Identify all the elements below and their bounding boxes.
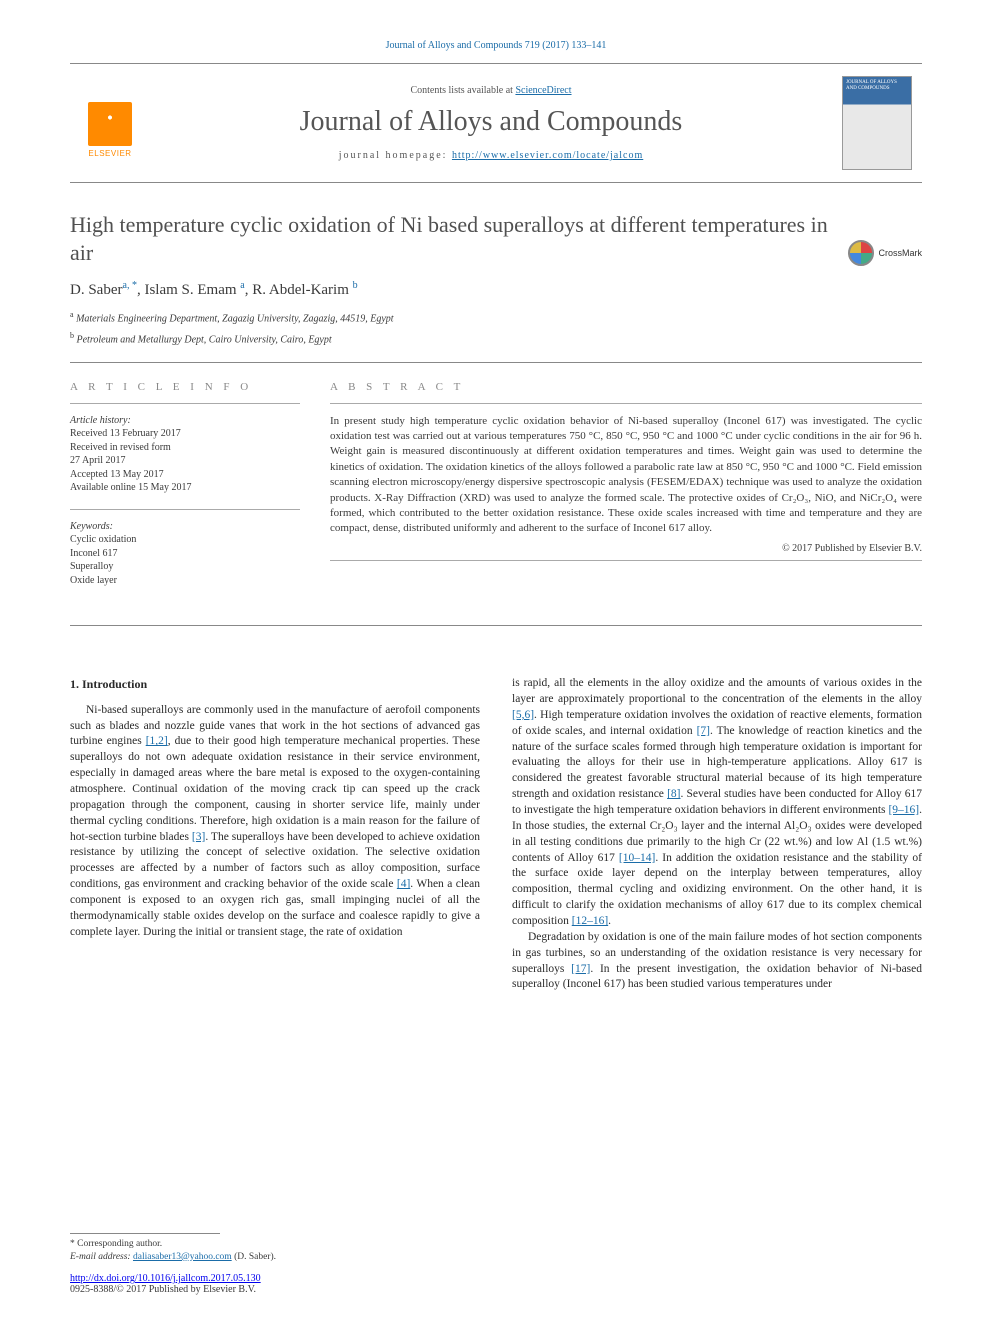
crossmark-badge[interactable]: CrossMark [848,240,922,266]
contents-list-line: Contents lists available at ScienceDirec… [140,85,842,96]
crossmark-icon [848,240,874,266]
t5: is rapid, all the elements in the alloy … [512,677,922,705]
ref-17[interactable]: [17] [571,963,590,975]
history-2: Received in revised form [70,441,300,455]
author-1-sup: a, * [123,280,137,291]
body-col-left: 1. Introduction Ni-based superalloys are… [70,676,480,993]
abstract-heading: A B S T R A C T [330,381,922,393]
masthead-center: Contents lists available at ScienceDirec… [140,85,842,161]
issn-line: 0925-8388/© 2017 Published by Elsevier B… [70,1284,922,1295]
doi-line: http://dx.doi.org/10.1016/j.jallcom.2017… [70,1273,922,1284]
rule-bottom [70,625,922,626]
email-suffix: (D. Saber). [232,1252,276,1262]
info-hr-2 [70,509,300,510]
t2: , due to their good high temperature mec… [70,735,480,842]
homepage-link[interactable]: http://www.elsevier.com/locate/jalcom [452,150,643,161]
crossmark-label: CrossMark [878,248,922,258]
intro-para-1: Ni-based superalloys are commonly used i… [70,703,480,941]
ref-3[interactable]: [3] [192,831,205,843]
history-label: Article history: [70,414,300,428]
header-citation: Journal of Alloys and Compounds 719 (201… [70,40,922,51]
abstract-hr [330,403,922,404]
footer-rule [70,1233,220,1234]
history-3: 27 April 2017 [70,454,300,468]
keyword-3: Superalloy [70,560,300,574]
authors-line: D. Sabera, *, Islam S. Emam a, R. Abdel-… [70,280,922,299]
footer: * Corresponding author. E-mail address: … [70,1233,922,1295]
intro-para-2: Degradation by oxidation is one of the m… [512,930,922,993]
article-title: High temperature cyclic oxidation of Ni … [70,211,922,266]
email-label: E-mail address: [70,1252,133,1262]
author-3-sup: b [353,280,358,291]
keyword-2: Inconel 617 [70,547,300,561]
abstract-text: In present study high temperature cyclic… [330,414,922,537]
keyword-1: Cyclic oxidation [70,533,300,547]
email-link[interactable]: daliasaber13@yahoo.com [133,1252,232,1262]
article-info-heading: A R T I C L E I N F O [70,381,300,393]
abstract-column: A B S T R A C T In present study high te… [330,381,922,602]
section-1-heading: 1. Introduction [70,676,480,693]
doi-link[interactable]: http://dx.doi.org/10.1016/j.jallcom.2017… [70,1273,261,1284]
affiliation-a: a Materials Engineering Department, Zaga… [70,309,922,326]
ref-12-16[interactable]: [12–16] [572,915,608,927]
intro-para-1-cont: is rapid, all the elements in the alloy … [512,676,922,930]
ref-10-14[interactable]: [10–14] [619,852,655,864]
body-col-right: is rapid, all the elements in the alloy … [512,676,922,993]
journal-name: Journal of Alloys and Compounds [140,106,842,138]
abstract-bottom-rule [330,560,922,561]
corr-label: * Corresponding author. [70,1238,922,1250]
history-1: Received 13 February 2017 [70,427,300,441]
ref-5-6[interactable]: [5,6] [512,709,534,721]
keyword-4: Oxide layer [70,574,300,588]
sciencedirect-link[interactable]: ScienceDirect [515,85,571,96]
keywords-block: Keywords: Cyclic oxidation Inconel 617 S… [70,520,300,588]
body-columns: 1. Introduction Ni-based superalloys are… [70,676,922,993]
abstract-copyright: © 2017 Published by Elsevier B.V. [330,543,922,554]
affiliation-b: b Petroleum and Metallurgy Dept, Cairo U… [70,330,922,347]
ref-1-2[interactable]: [1,2] [146,735,168,747]
elsevier-tree-icon [88,102,132,146]
author-3: , R. Abdel-Karim [245,282,353,298]
article-history: Article history: Received 13 February 20… [70,414,300,495]
elsevier-text: ELSEVIER [88,149,131,158]
affil-a-text: Materials Engineering Department, Zagazi… [76,313,393,324]
affil-b-text: Petroleum and Metallurgy Dept, Cairo Uni… [77,335,332,346]
ref-8[interactable]: [8] [667,788,680,800]
rule-top [70,362,922,363]
journal-cover-thumb[interactable]: JOURNAL OF ALLOYS AND COMPOUNDS [842,76,912,170]
article-info-column: A R T I C L E I N F O Article history: R… [70,381,300,602]
history-4: Accepted 13 May 2017 [70,468,300,482]
author-2: , Islam S. Emam [137,282,240,298]
info-hr-1 [70,403,300,404]
homepage-prefix: journal homepage: [339,150,452,161]
history-5: Available online 15 May 2017 [70,481,300,495]
homepage-line: journal homepage: http://www.elsevier.co… [140,150,842,161]
t11: . [608,915,611,927]
masthead: ELSEVIER Contents lists available at Sci… [70,63,922,183]
keywords-label: Keywords: [70,520,300,534]
ref-4[interactable]: [4] [397,878,410,890]
info-abstract-row: A R T I C L E I N F O Article history: R… [70,381,922,602]
contents-prefix: Contents lists available at [410,85,515,96]
cover-title: JOURNAL OF ALLOYS AND COMPOUNDS [843,77,911,94]
elsevier-logo[interactable]: ELSEVIER [80,88,140,158]
corresponding-author: * Corresponding author. E-mail address: … [70,1238,922,1263]
corr-email-line: E-mail address: daliasaber13@yahoo.com (… [70,1251,922,1263]
author-1: D. Saber [70,282,123,298]
ref-7[interactable]: [7] [697,725,710,737]
ref-9-16[interactable]: [9–16] [888,804,919,816]
